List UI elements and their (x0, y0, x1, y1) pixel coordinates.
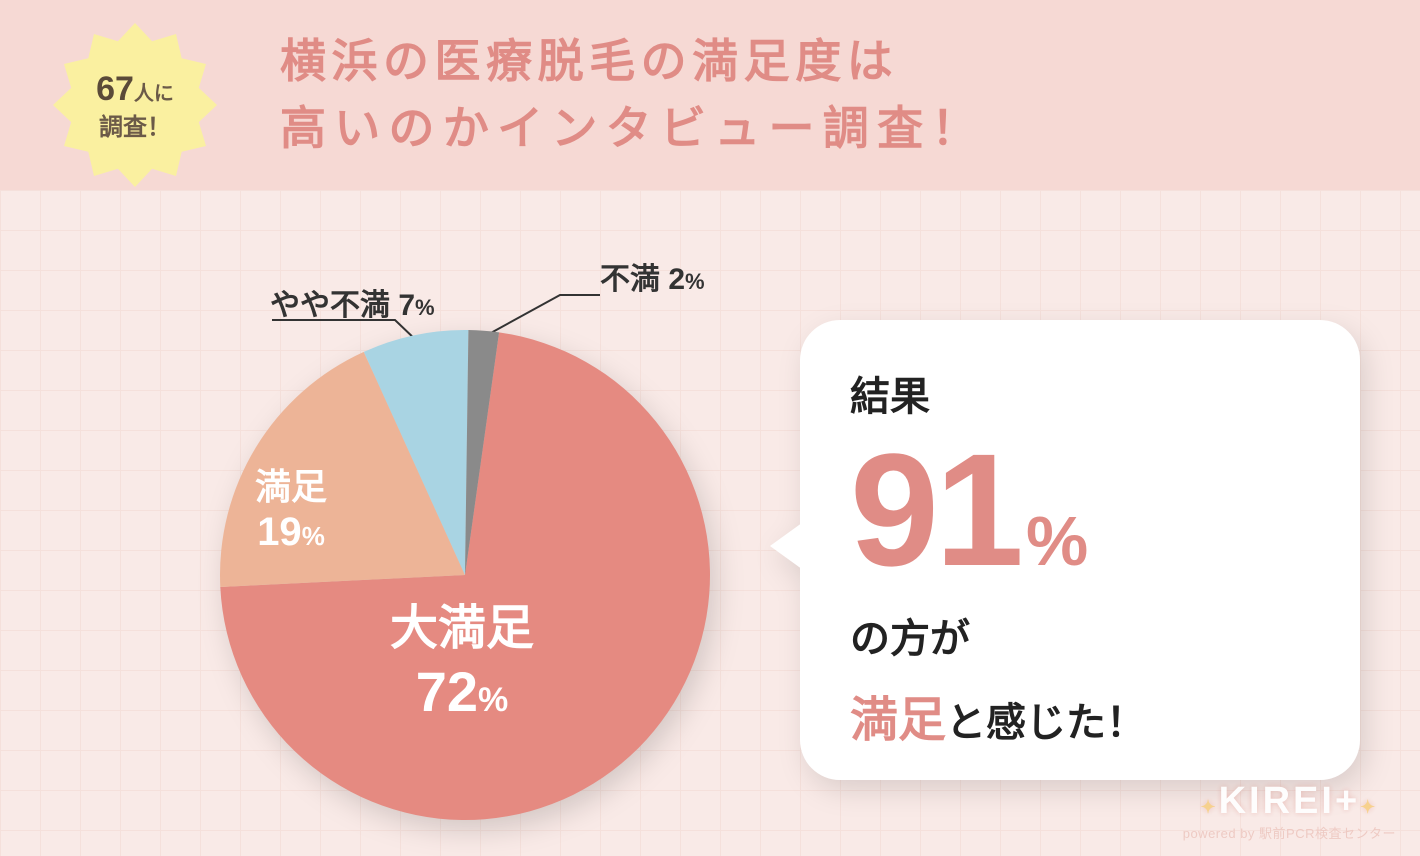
badge-unit: 人に (134, 83, 174, 105)
title-line1: 横浜の医療脱毛の満足度は (280, 28, 986, 95)
brand-subtitle: powered by 駅前PCR検査センター (1183, 823, 1396, 842)
speech-line1: 結果 (850, 364, 1310, 422)
badge-text: 67人に 調査！ (96, 67, 174, 142)
body-area: やや不満 7% 不満 2% 大満足 72% 満足 19% 結果 91% の方 (0, 190, 1420, 856)
page-title: 横浜の医療脱毛の満足度は 高いのかインタビュー調査！ (280, 28, 986, 161)
pie-chart: やや不満 7% 不満 2% 大満足 72% 満足 19% (60, 220, 760, 840)
sparkle-icon: ✦ (1360, 797, 1378, 817)
title-line2: 高いのかインタビュー調査！ (280, 95, 986, 162)
brand-logo: ✦KIREI+✦ powered by 駅前PCR検査センター (1183, 780, 1396, 842)
result-speech-bubble: 結果 91% の方が 満足と感じた！ (800, 320, 1360, 780)
badge-number: 67 (96, 70, 134, 108)
speech-line4: 満足と感じた！ (850, 680, 1310, 750)
badge-line2: 調査！ (96, 112, 174, 143)
slice-label-very-satisfied: 大満足 72% (390, 600, 534, 725)
pie-svg (220, 330, 710, 820)
slice-label-satisfied: 満足 19% (255, 465, 327, 556)
speech-line3: の方が (850, 606, 1310, 664)
header-band: 67人に 調査！ 横浜の医療脱毛の満足度は 高いのかインタビュー調査！ (0, 0, 1420, 190)
survey-badge: 67人に 調査！ (50, 20, 220, 190)
brand-name: ✦KIREI+✦ (1183, 780, 1396, 823)
speech-big-number: 91% (850, 430, 1310, 590)
sparkle-icon: ✦ (1200, 797, 1218, 817)
